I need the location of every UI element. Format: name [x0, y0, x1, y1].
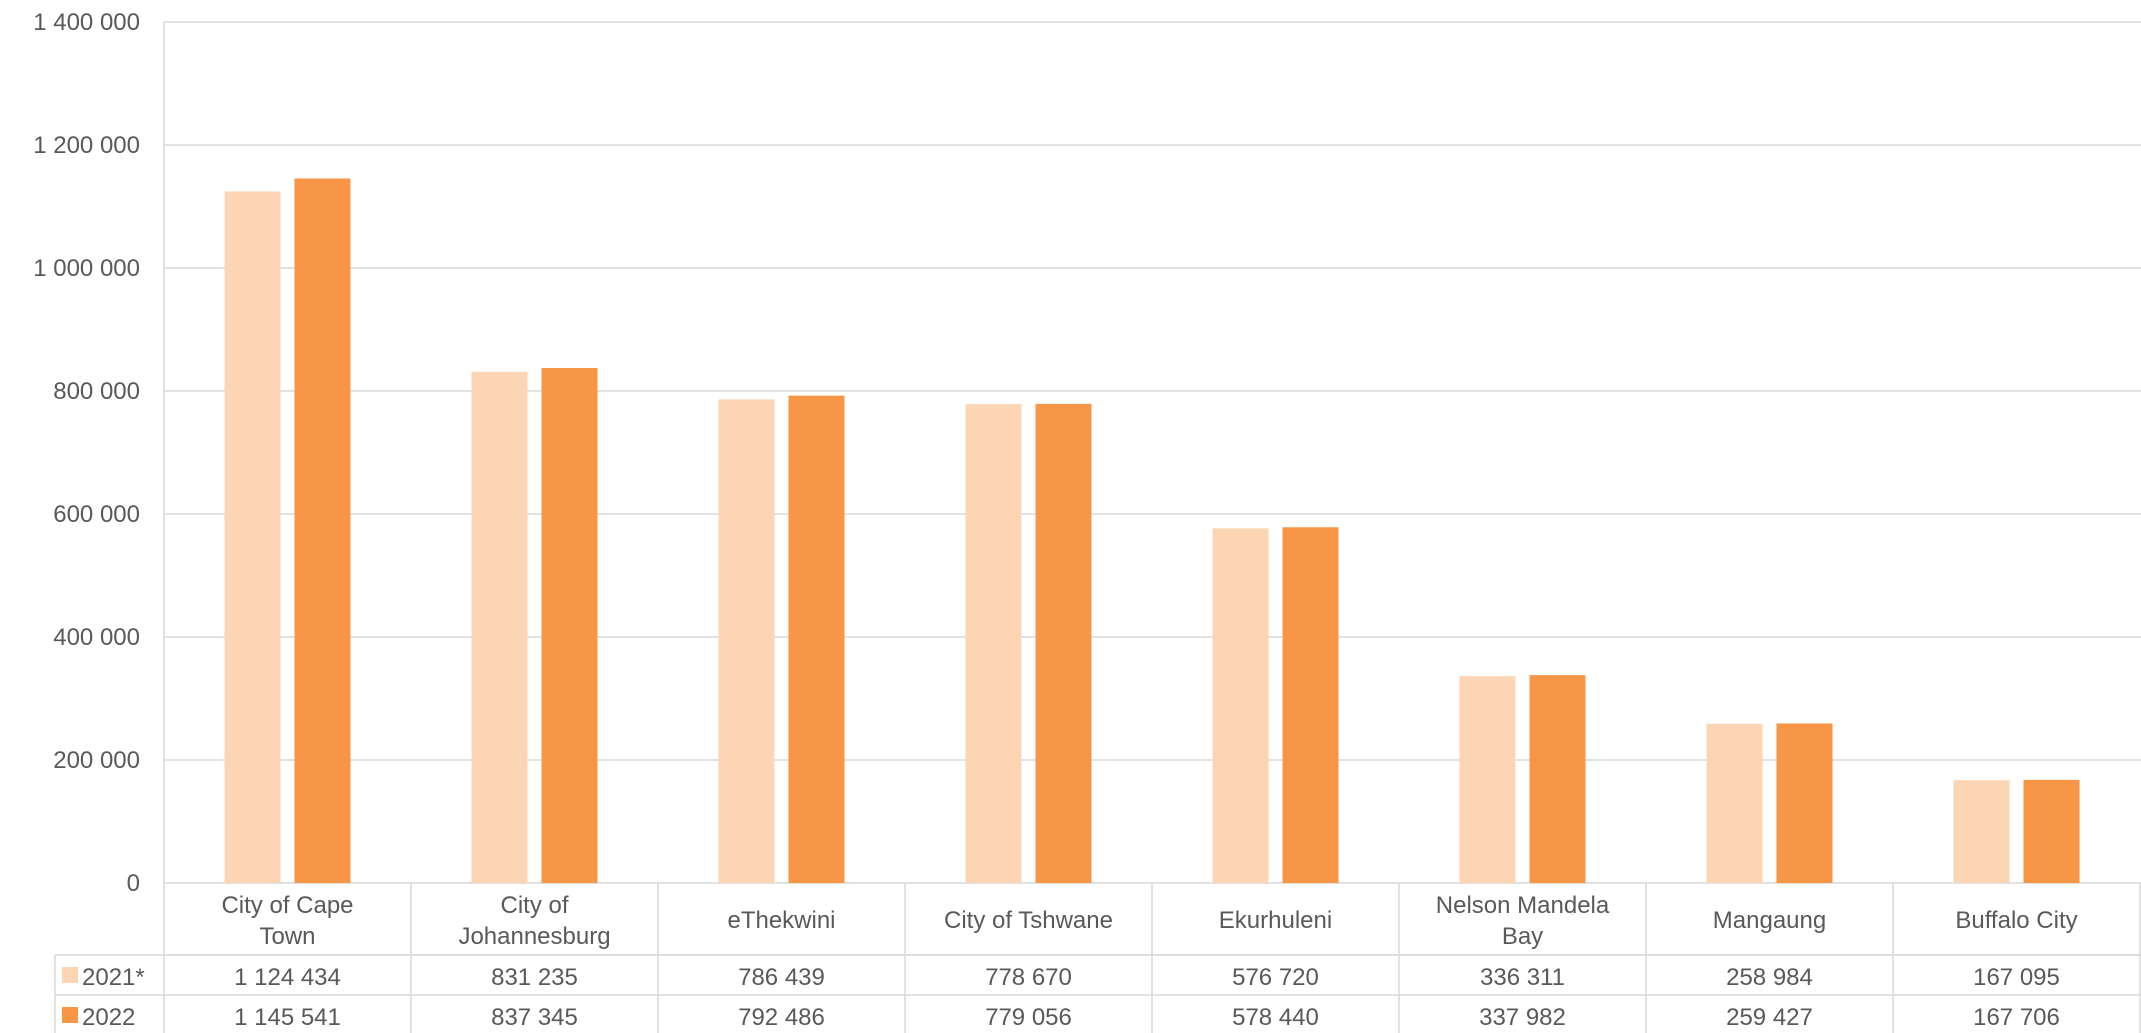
- y-tick-label: 800 000: [53, 378, 140, 405]
- y-tick-label: 1 200 000: [33, 132, 140, 159]
- data-label: 778 670: [985, 964, 1072, 991]
- category-label: Bay: [1502, 923, 1543, 950]
- category-label: Johannesburg: [458, 923, 610, 950]
- data-label: 167 706: [1973, 1004, 2060, 1031]
- data-table: City of Cape Town City of Johannesburg eThek…: [54, 883, 2141, 1033]
- data-label: 831 235: [491, 964, 578, 991]
- y-tick-label: 0: [127, 870, 140, 897]
- y-tick-label: 400 000: [53, 624, 140, 651]
- bar-2021-3: [965, 404, 1022, 883]
- y-tick-label: 200 000: [53, 747, 140, 774]
- data-label: 792 486: [738, 1004, 825, 1031]
- y-tick-label: 600 000: [53, 501, 140, 528]
- data-label: 336 311: [1480, 964, 1565, 991]
- category-label: City of: [500, 892, 568, 919]
- y-tick-label: 1 000 000: [33, 255, 140, 282]
- category-label: eThekwini: [727, 907, 835, 934]
- bar-2022-3: [1035, 403, 1092, 883]
- data-label: 578 440: [1232, 1004, 1319, 1031]
- bar-2022-0: [294, 178, 351, 883]
- category-label: Buffalo City: [1955, 907, 2077, 934]
- data-label: 837 345: [491, 1004, 578, 1031]
- data-label: 779 056: [985, 1004, 1072, 1031]
- y-tick-label: 1 400 000: [33, 9, 140, 36]
- category-label: City of Tshwane: [944, 907, 1113, 934]
- legend-key-2022: [62, 1007, 78, 1023]
- bars: [224, 178, 2080, 883]
- y-axis-tick-labels: 0 200 000 400 000 600 000 800 000 1 000 000 1 …: [33, 9, 140, 897]
- data-label: 576 720: [1232, 964, 1319, 991]
- bar-2022-6: [1776, 723, 1833, 883]
- bar-2021-5: [1459, 676, 1516, 883]
- bar-2022-1: [541, 368, 598, 883]
- category-label: Ekurhuleni: [1219, 907, 1332, 934]
- bar-2021-2: [718, 399, 775, 883]
- category-label: Nelson Mandela: [1436, 892, 1610, 919]
- data-label: 786 439: [738, 964, 825, 991]
- data-label: 167 095: [1973, 964, 2060, 991]
- data-label: 1 124 434: [234, 964, 341, 991]
- bar-2021-0: [224, 191, 281, 883]
- gridlines: [163, 21, 2141, 1033]
- data-label: 1 145 541: [234, 1004, 341, 1031]
- bar-2021-4: [1212, 528, 1269, 883]
- series-name: 2022: [82, 1004, 135, 1031]
- bar-2021-1: [471, 371, 528, 883]
- bar-2021-7: [1953, 780, 2010, 883]
- category-label: Mangaung: [1713, 907, 1826, 934]
- series-name: 2021*: [82, 964, 145, 991]
- bar-2022-5: [1529, 675, 1586, 883]
- data-label: 258 984: [1726, 964, 1813, 991]
- bar-2022-2: [788, 395, 845, 883]
- bar-2022-4: [1282, 527, 1339, 883]
- category-label: City of Cape: [221, 892, 353, 919]
- data-label: 337 982: [1479, 1004, 1566, 1031]
- data-label: 259 427: [1726, 1004, 1813, 1031]
- bar-2021-6: [1706, 723, 1763, 883]
- category-label: Town: [259, 923, 315, 950]
- bar-2022-7: [2023, 779, 2080, 883]
- legend-key-2021: [62, 967, 78, 983]
